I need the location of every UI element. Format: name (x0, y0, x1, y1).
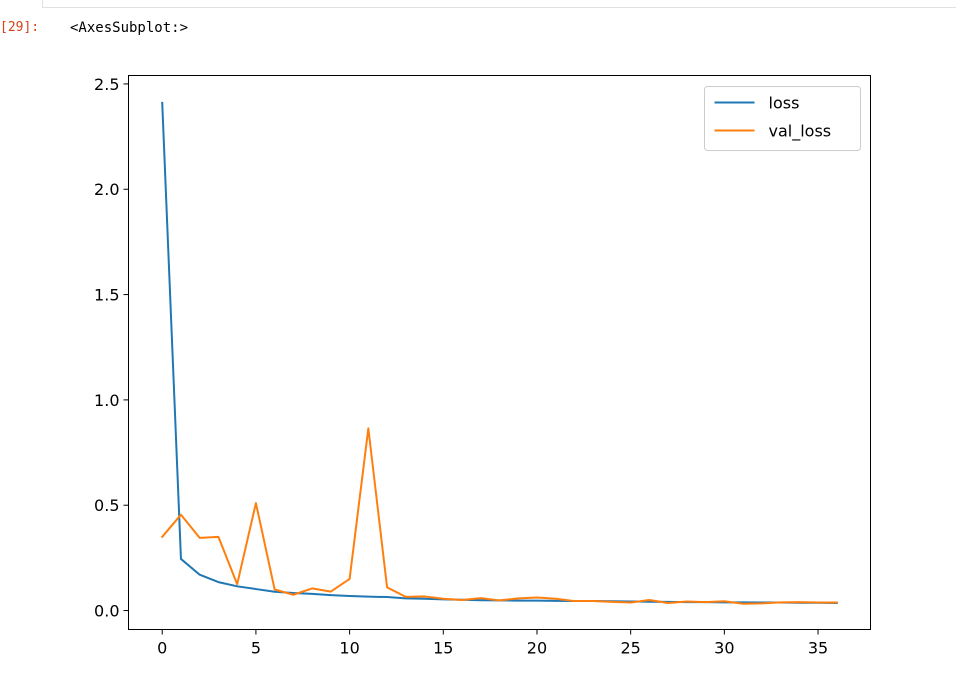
legend-label-loss: loss (769, 94, 800, 113)
x-tick-label: 0 (157, 639, 167, 658)
x-tick-label: 15 (433, 639, 453, 658)
series-line-loss (161, 101, 838, 604)
y-tick-label: 1.0 (94, 391, 119, 410)
previous-cell-border (42, 0, 956, 8)
y-tick-label: 1.5 (94, 286, 119, 305)
x-tick-label: 25 (620, 639, 640, 658)
y-tick-label: 0.0 (94, 602, 119, 621)
output-prompt: [29]: (0, 20, 40, 35)
series-line-val-loss (160, 427, 838, 605)
x-tick-label: 5 (251, 639, 261, 658)
x-tick-label: 30 (714, 639, 734, 658)
series-layer (160, 101, 838, 605)
legend-label-val-loss: val_loss (769, 122, 832, 142)
legend: loss val_loss (704, 86, 861, 151)
x-tick-label: 35 (808, 639, 828, 658)
x-tick-label: 20 (527, 639, 547, 658)
axes-frame (128, 75, 871, 630)
y-tick-label: 0.5 (94, 496, 119, 515)
output-text: <AxesSubplot:> (70, 20, 189, 36)
y-tick-label: 2.0 (94, 180, 119, 199)
y-tick-label: 2.5 (94, 75, 119, 94)
y-axis: 0.0 0.5 1.0 1.5 2.0 2.5 (94, 75, 129, 621)
x-axis: 0 5 10 15 20 25 30 35 (157, 629, 828, 658)
x-tick-label: 10 (339, 639, 359, 658)
